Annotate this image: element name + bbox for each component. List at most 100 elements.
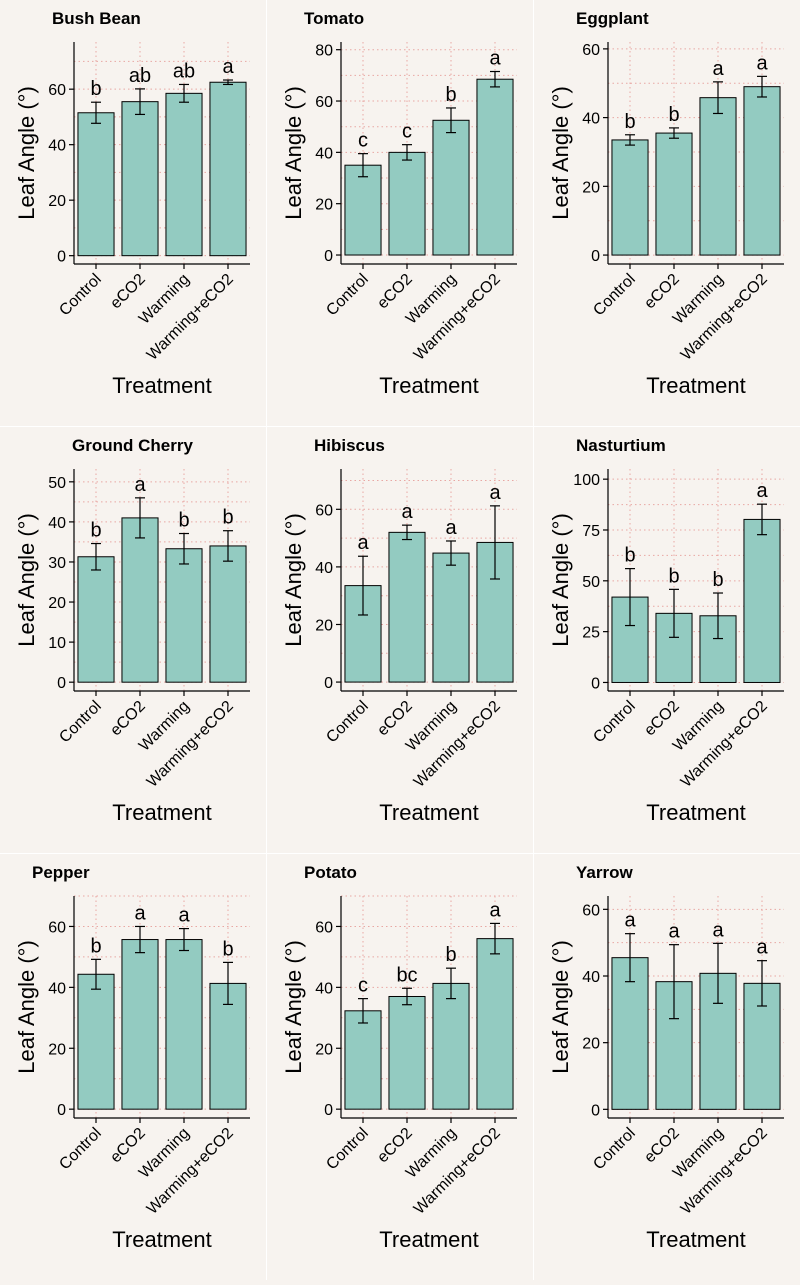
significance-letter: a xyxy=(756,937,768,959)
error-bar xyxy=(135,925,145,954)
y-tick-label: 40 xyxy=(582,969,600,986)
y-tick-label: 0 xyxy=(57,1102,66,1119)
bar xyxy=(77,973,115,1110)
panel-divider xyxy=(0,853,800,854)
significance-letter: a xyxy=(134,902,146,924)
y-tick-label: 40 xyxy=(48,980,66,997)
chart-title: Ground Cherry xyxy=(72,436,193,455)
error-bar xyxy=(358,153,368,178)
significance-letter: b xyxy=(668,565,679,587)
bar xyxy=(388,151,426,256)
x-tick-label: eCO2 xyxy=(374,1125,416,1167)
y-tick-label: 50 xyxy=(582,574,600,591)
x-tick-label: Control xyxy=(323,698,371,746)
panel-divider xyxy=(533,0,534,1280)
error-bar xyxy=(223,961,233,1006)
significance-letter: b xyxy=(445,84,456,106)
y-tick-label: 10 xyxy=(48,635,66,652)
significance-letter: b xyxy=(624,545,635,567)
bar xyxy=(344,164,382,256)
x-axis-title: Treatment xyxy=(379,800,478,825)
chart-panel-potato: Potato c bc b a 0 20 40 60 Control eCO2 Warming Warm… xyxy=(267,854,533,1280)
bar xyxy=(476,541,514,683)
significance-letter: a xyxy=(756,480,768,502)
y-axis-title: Leaf Angle (°) xyxy=(548,86,573,220)
y-axis-title: Leaf Angle (°) xyxy=(14,513,39,647)
chart-title: Potato xyxy=(304,863,357,882)
chart-title: Nasturtium xyxy=(576,436,666,455)
error-bar xyxy=(358,555,368,616)
significance-letter: a xyxy=(712,919,724,941)
significance-letter: ab xyxy=(129,65,151,87)
y-axis-title: Leaf Angle (°) xyxy=(14,86,39,220)
error-bar xyxy=(402,524,412,541)
error-bar xyxy=(446,107,456,134)
chart-title: Bush Bean xyxy=(52,9,141,28)
error-bar xyxy=(91,101,101,124)
y-tick-label: 60 xyxy=(582,902,600,919)
axes xyxy=(340,896,517,1119)
y-tick-label: 30 xyxy=(48,555,66,572)
chart-panel-pepper: Pepper b a a b 0 20 40 60 Control eCO2 Warming Warmi… xyxy=(0,854,266,1280)
error-bar xyxy=(358,998,368,1024)
significance-letter: b xyxy=(624,111,635,133)
error-bar xyxy=(91,958,101,990)
y-tick-label: 60 xyxy=(315,919,333,936)
significance-letter: b xyxy=(90,935,101,957)
y-tick-label: 20 xyxy=(582,179,600,196)
y-tick-label: 20 xyxy=(48,193,66,210)
bar xyxy=(209,545,247,683)
y-tick-label: 40 xyxy=(315,145,333,162)
error-bar xyxy=(713,81,723,115)
axes xyxy=(73,896,250,1119)
bar xyxy=(77,112,115,257)
axes xyxy=(607,42,784,265)
bar xyxy=(344,1010,382,1110)
significance-letter: ab xyxy=(173,60,195,82)
x-axis-title: Treatment xyxy=(379,1227,478,1252)
y-axis-title: Leaf Angle (°) xyxy=(14,940,39,1074)
error-bar xyxy=(402,987,412,1006)
x-axis-title: Treatment xyxy=(112,1227,211,1252)
x-tick-label: eCO2 xyxy=(107,698,149,740)
y-tick-label: 60 xyxy=(315,94,333,111)
error-bar xyxy=(625,933,635,983)
y-tick-label: 25 xyxy=(582,625,600,642)
error-bar xyxy=(223,79,233,86)
chart-panel-ground-cherry: Ground Cherry b a b b 0 10 20 30 40 50 Control eCO2 W… xyxy=(0,427,266,853)
significance-letter: c xyxy=(402,121,412,143)
y-tick-label: 0 xyxy=(57,249,66,266)
x-tick-label: Control xyxy=(590,271,638,319)
bar xyxy=(611,139,649,256)
bar xyxy=(476,78,514,256)
bar xyxy=(77,556,115,683)
significance-letter: a xyxy=(489,48,501,70)
x-tick-label: Control xyxy=(590,1125,638,1173)
error-bar xyxy=(490,922,500,955)
significance-letter: a xyxy=(178,905,190,927)
axes xyxy=(340,42,517,265)
error-bar xyxy=(402,144,412,161)
chart-panel-yarrow: Yarrow a a a a 0 20 40 60 Control eCO2 Warming Warmi… xyxy=(534,854,800,1280)
bar xyxy=(476,938,514,1110)
significance-letter: a xyxy=(222,56,234,78)
bar xyxy=(432,119,470,256)
error-bar xyxy=(625,568,635,627)
axes xyxy=(73,469,250,692)
y-tick-label: 60 xyxy=(48,919,66,936)
bar xyxy=(121,939,159,1110)
y-tick-label: 80 xyxy=(315,43,333,60)
error-bar xyxy=(490,70,500,88)
x-axis-title: Treatment xyxy=(379,373,478,398)
axes xyxy=(607,896,784,1119)
axes xyxy=(73,42,250,265)
significance-letter: b xyxy=(178,510,189,532)
bar xyxy=(165,939,203,1110)
y-tick-label: 75 xyxy=(582,523,600,540)
x-tick-label: Control xyxy=(590,698,638,746)
panel-divider xyxy=(266,0,267,1280)
